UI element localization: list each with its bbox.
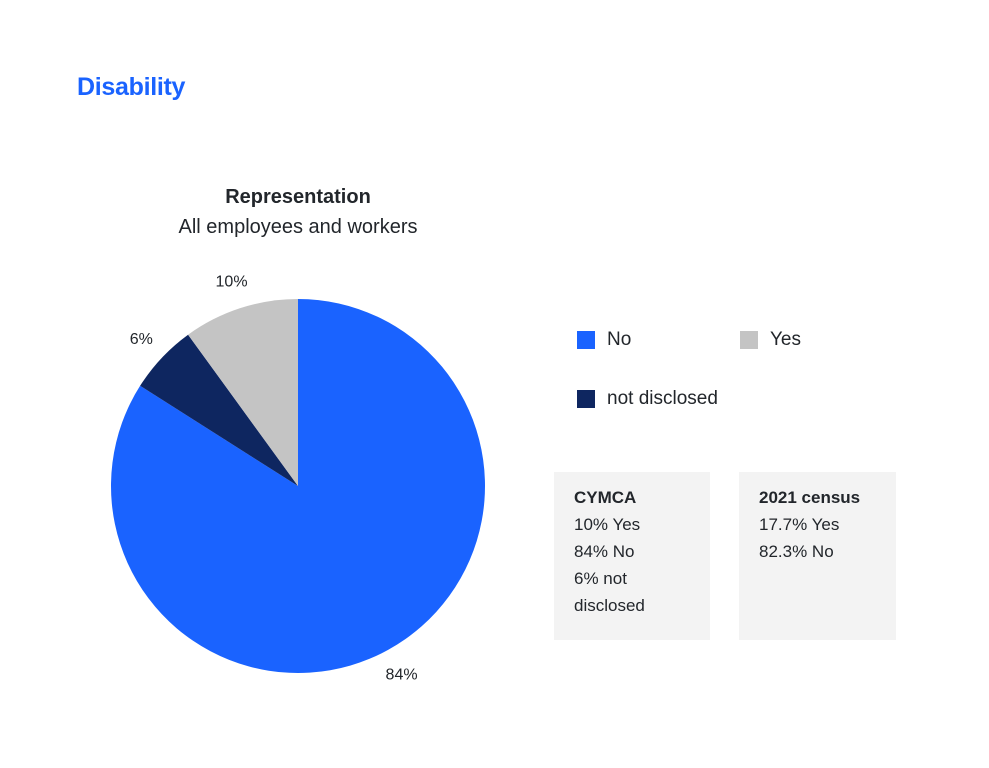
- legend-swatch-yes: [740, 331, 758, 349]
- pie-label-not-disclosed: 6%: [130, 331, 153, 348]
- census-box-title: 2021 census: [759, 488, 861, 507]
- legend-label-not-disclosed: not disclosed: [607, 388, 718, 409]
- pie-slice-yes: [188, 299, 298, 486]
- pie-slice-not-disclosed: [140, 334, 298, 486]
- cymca-box: CYMCA 10% Yes 84% No 6% not disclosed: [554, 472, 710, 640]
- legend-label-no: No: [607, 329, 632, 350]
- legend-label-yes: Yes: [770, 329, 801, 350]
- census-line: 17.7% Yes: [759, 515, 840, 534]
- pie-slice-no: [110, 299, 485, 673]
- census-box: 2021 census 17.7% Yes 82.3% No: [739, 472, 896, 640]
- pie-label-yes: 10%: [216, 274, 248, 291]
- legend-swatch-not-disclosed: [577, 390, 595, 408]
- legend-item-yes: Yes: [740, 329, 801, 351]
- census-line: 82.3% No: [759, 542, 834, 561]
- section-title: Disability: [77, 73, 186, 101]
- pie-label-no: 84%: [386, 666, 418, 683]
- legend-swatch-no: [577, 331, 595, 349]
- legend-item-not-disclosed: not disclosed: [577, 388, 718, 410]
- cymca-line: 6% not: [574, 569, 627, 588]
- cymca-line: disclosed: [574, 596, 645, 615]
- chart-subtitle: All employees and workers: [178, 216, 418, 238]
- chart-title: Representation: [225, 186, 371, 208]
- cymca-box-title: CYMCA: [574, 488, 637, 507]
- legend-item-no: No: [577, 329, 631, 351]
- cymca-line: 84% No: [574, 542, 635, 561]
- cymca-line: 10% Yes: [574, 515, 641, 534]
